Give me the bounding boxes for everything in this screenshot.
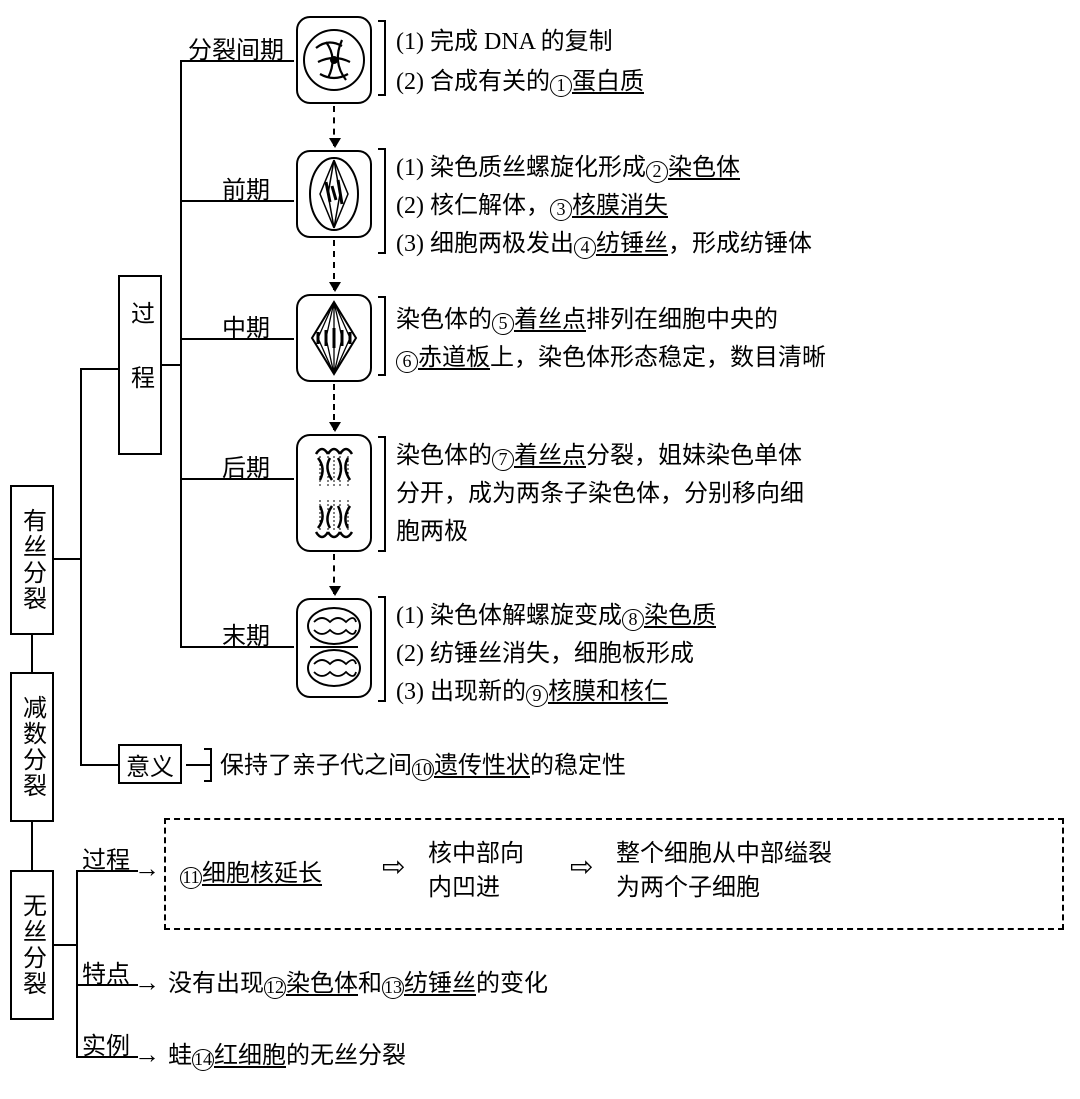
cell-anaphase-icon bbox=[296, 434, 372, 552]
hline-sig-out bbox=[186, 764, 210, 766]
interphase-l1: (1) 完成 DNA 的复制 bbox=[396, 24, 613, 60]
label-significance: 意义 bbox=[126, 747, 174, 782]
prophase-l1: (1) 染色质丝螺旋化形成2染色体 bbox=[396, 150, 740, 186]
brace-prophase bbox=[384, 148, 386, 254]
arrow-pro-meta bbox=[333, 240, 335, 290]
arrow-ami-ex: → bbox=[134, 1040, 160, 1070]
label-interphase: 分裂间期 bbox=[188, 30, 284, 65]
hline-mitosis-out bbox=[54, 558, 82, 560]
arrow-ami-proc: → bbox=[134, 854, 160, 884]
vline-mitosis-bracket bbox=[80, 368, 82, 766]
box-process: 过程 bbox=[118, 275, 162, 455]
telophase-l2: (2) 纺锤丝消失，细胞板形成 bbox=[396, 636, 694, 672]
anaphase-l2: 分开，成为两条子染色体，分别移向细 bbox=[396, 476, 804, 512]
vline-phase-bracket bbox=[180, 60, 182, 648]
arrow-ami-feat: → bbox=[134, 968, 160, 998]
anaphase-l1: 染色体的7着丝点分裂，姐妹染色单体 bbox=[396, 438, 802, 474]
arrow-step2-3: ⇨ bbox=[570, 854, 593, 882]
prophase-l3: (3) 细胞两极发出4纺锤丝，形成纺锤体 bbox=[396, 226, 812, 262]
ami-step2: 核中部向 内凹进 bbox=[428, 838, 524, 905]
label-prophase: 前期 bbox=[222, 170, 270, 205]
arrow-ana-telo bbox=[333, 554, 335, 594]
label-amitosis: 无丝分裂 bbox=[15, 893, 50, 997]
box-mitosis: 有丝分裂 bbox=[10, 485, 54, 635]
cell-telophase-icon bbox=[296, 598, 372, 698]
metaphase-l2: 6赤道板上，染色体形态稳定，数目清晰 bbox=[396, 340, 826, 376]
label-anaphase: 后期 bbox=[222, 448, 270, 483]
vline-ami-bracket bbox=[76, 870, 78, 1058]
brace-anaphase bbox=[384, 436, 386, 552]
label-mitosis: 有丝分裂 bbox=[15, 508, 50, 612]
ami-step3: 整个细胞从中部缢裂 为两个子细胞 bbox=[616, 838, 832, 905]
ami-feat: 没有出现12染色体和13纺锤丝的变化 bbox=[168, 966, 548, 1002]
hline-to-process bbox=[80, 368, 118, 370]
label-metaphase: 中期 bbox=[222, 308, 270, 343]
significance-txt: 保持了亲子代之间10遗传性状的稳定性 bbox=[220, 748, 626, 784]
cell-interphase-icon bbox=[296, 16, 372, 104]
ami-ex: 蛙14红细胞的无丝分裂 bbox=[168, 1038, 406, 1074]
telophase-l1: (1) 染色体解螺旋变成8染色质 bbox=[396, 598, 716, 634]
brace-metaphase bbox=[384, 296, 386, 376]
arrow-meta-ana bbox=[333, 384, 335, 430]
cell-prophase-icon bbox=[296, 150, 372, 238]
ami-step1: 11细胞核延长 bbox=[180, 856, 322, 892]
telophase-l3: (3) 出现新的9核膜和核仁 bbox=[396, 674, 668, 710]
brace-telophase bbox=[384, 596, 386, 702]
brace-sig bbox=[210, 748, 212, 782]
hline-ami-out-mid bbox=[54, 944, 78, 946]
brace-interphase bbox=[384, 20, 386, 96]
metaphase-l1: 染色体的5着丝点排列在细胞中央的 bbox=[396, 302, 778, 338]
label-process: 过程 bbox=[123, 301, 158, 429]
arrow-step1-2: ⇨ bbox=[382, 854, 405, 882]
label-meiosis: 减数分裂 bbox=[15, 695, 50, 799]
label-telophase: 末期 bbox=[222, 616, 270, 651]
arrow-inter-pro bbox=[333, 106, 335, 146]
box-amitosis: 无丝分裂 bbox=[10, 870, 54, 1020]
hline-to-significance bbox=[80, 764, 118, 766]
conn-mitosis-meiosis bbox=[31, 635, 33, 672]
box-significance: 意义 bbox=[118, 744, 182, 784]
box-meiosis: 减数分裂 bbox=[10, 672, 54, 822]
interphase-l2: (2) 合成有关的1蛋白质 bbox=[396, 64, 644, 100]
anaphase-l3: 胞两极 bbox=[396, 514, 468, 550]
hline-process-out bbox=[162, 364, 182, 366]
prophase-l2: (2) 核仁解体，3核膜消失 bbox=[396, 188, 668, 224]
conn-meiosis-amitosis bbox=[31, 822, 33, 870]
cell-metaphase-icon bbox=[296, 294, 372, 382]
